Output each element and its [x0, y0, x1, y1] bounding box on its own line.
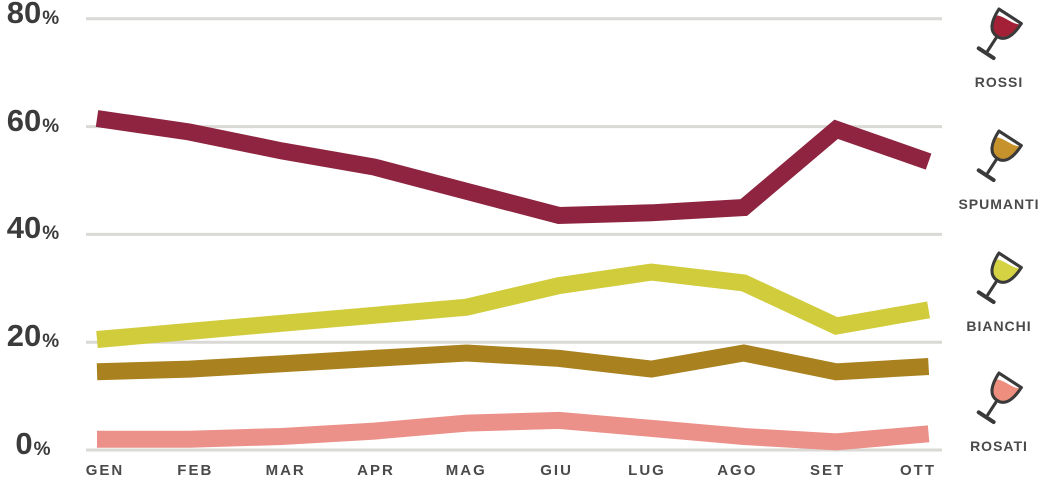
x-tick-label: SET — [810, 462, 846, 479]
rose-wine-glass-icon — [976, 371, 1023, 425]
x-tick-label: MAR — [265, 462, 306, 479]
white-wine-glass-icon — [976, 251, 1023, 305]
x-axis: GEN FEB MAR APR MAG GIU LUG AGO SET OTT — [0, 462, 950, 486]
glass-foot — [976, 290, 996, 305]
sparkling-wine-glass-icon — [976, 129, 1023, 183]
legend-label-rosati: ROSATI — [970, 438, 1028, 454]
wine-fill — [992, 137, 1020, 159]
legend-label-bianchi: BIANCHI — [966, 318, 1032, 334]
chart-legend: ROSSI SPUMANTI — [948, 0, 1050, 494]
x-tick-label: GEN — [85, 462, 125, 479]
y-tick-label: 60% — [6, 102, 60, 138]
y-tick-label: 80% — [6, 0, 60, 30]
series-line-rossi — [95, 110, 932, 225]
wine-fill — [992, 15, 1020, 37]
x-tick-label: AGO — [717, 462, 758, 479]
x-tick-label: LUG — [628, 462, 666, 479]
x-tick-label: FEB — [177, 462, 214, 479]
glass-stem — [986, 278, 999, 297]
y-tick-label: 40% — [6, 210, 60, 246]
series-line-bianchi — [96, 263, 931, 348]
glass-stem — [986, 156, 999, 175]
legend-item-bianchi: BIANCHI — [948, 246, 1050, 333]
y-tick-label: 0% — [15, 426, 51, 461]
x-tick-label: APR — [357, 462, 395, 479]
x-tick-label: MAG — [445, 462, 487, 479]
wine-fill — [992, 259, 1020, 281]
legend-label-rossi: ROSSI — [974, 74, 1024, 90]
series-line-spumanti — [96, 344, 930, 381]
y-tick-label: 20% — [6, 318, 60, 354]
wine-fill — [992, 379, 1020, 401]
series-line-rosati — [97, 411, 930, 451]
y-axis: 80% 60% 40% 20% 0% — [0, 0, 70, 494]
legend-label-spumanti: SPUMANTI — [958, 196, 1040, 212]
glass-stem — [986, 34, 999, 53]
glass-foot — [976, 410, 996, 425]
glass-foot — [976, 168, 996, 183]
legend-item-spumanti: SPUMANTI — [948, 124, 1050, 211]
x-tick-label: GIU — [540, 462, 573, 479]
glass-foot — [976, 46, 996, 61]
legend-item-rosati: ROSATI — [948, 366, 1050, 453]
legend-item-rossi: ROSSI — [948, 2, 1050, 89]
x-tick-label: OTT — [900, 462, 936, 479]
glass-stem — [986, 398, 999, 417]
red-wine-glass-icon — [976, 7, 1023, 61]
